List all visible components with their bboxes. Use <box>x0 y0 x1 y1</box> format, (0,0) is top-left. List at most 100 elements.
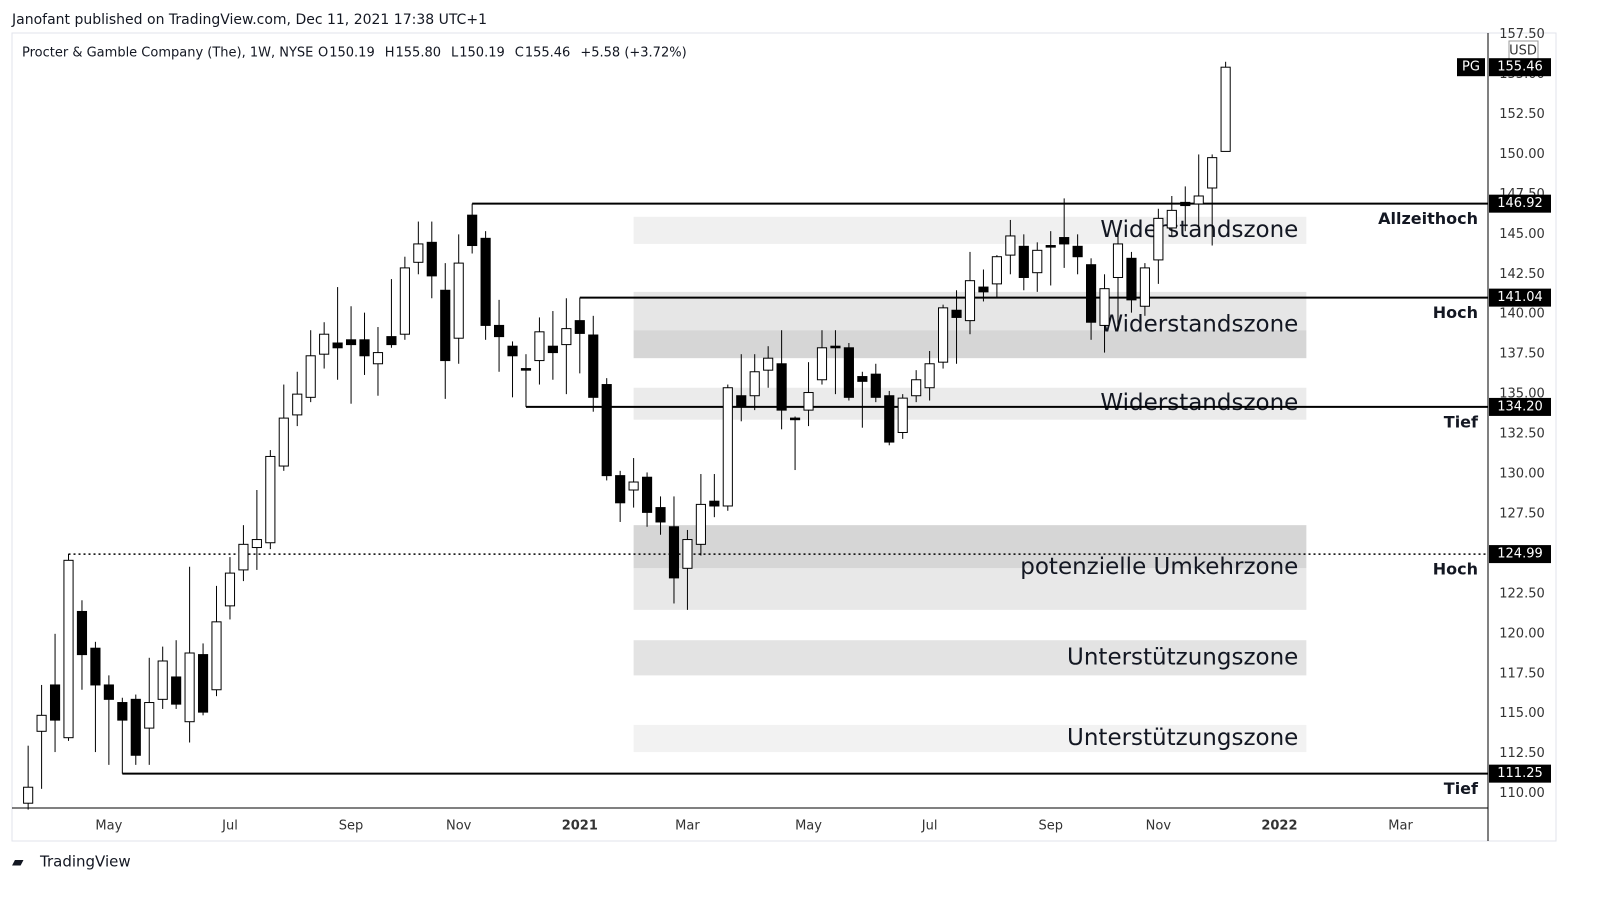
x-tick-label: 2022 <box>1261 819 1297 834</box>
level-badge <box>1489 397 1551 416</box>
legend-key: L <box>451 46 459 61</box>
candle-body <box>1220 66 1231 152</box>
zone-label: Unterstützungszone <box>1067 725 1298 751</box>
candle-body <box>23 786 34 804</box>
candle-body <box>453 262 464 339</box>
candle-body <box>1112 243 1124 278</box>
y-tick-label: 145.00 <box>1499 227 1545 242</box>
candle-body <box>493 324 505 338</box>
candle-body <box>292 393 303 416</box>
candle-body <box>763 357 774 371</box>
candle-body <box>1032 249 1043 274</box>
candle-body <box>520 368 532 371</box>
legend-value: 150.19 <box>459 46 505 61</box>
candle-body <box>722 387 733 507</box>
candle-body <box>413 243 424 263</box>
y-tick-label: 132.50 <box>1499 427 1545 442</box>
candle-body <box>1005 235 1016 256</box>
candle-body <box>36 714 47 732</box>
candle-body <box>49 684 61 721</box>
zone-band <box>633 724 1307 753</box>
level-price: 146.92 <box>1497 196 1543 211</box>
candle-body <box>171 676 182 705</box>
symbol: Procter & Gamble Company (The), 1W, NYSE <box>22 46 313 61</box>
candle-body <box>682 539 693 569</box>
y-tick-label: 157.50 <box>1499 27 1545 42</box>
candle-body <box>265 455 276 544</box>
candle-body <box>964 280 976 322</box>
y-tick-label: 110.00 <box>1499 786 1545 801</box>
x-tick-label: Sep <box>1038 819 1063 834</box>
candle-body <box>1072 245 1083 258</box>
candle-body <box>1086 264 1097 323</box>
legend-value: 155.80 <box>396 46 442 61</box>
zone-label: Widerstandszone <box>1100 312 1298 338</box>
candle-body <box>789 417 801 421</box>
legend-key: C <box>515 46 524 61</box>
candle-body <box>332 342 343 349</box>
level-badge <box>1489 288 1551 307</box>
x-tick-label: May <box>95 819 122 834</box>
candle-body <box>90 647 101 686</box>
candle-body <box>534 331 545 362</box>
candle-body <box>426 241 437 277</box>
zone-band <box>633 216 1307 244</box>
candle-body <box>238 543 249 571</box>
candle-body <box>480 237 491 326</box>
candle-body <box>399 267 410 335</box>
y-tick-label: 150.00 <box>1499 147 1545 162</box>
x-tick-label: Nov <box>446 819 472 834</box>
x-tick-label: 2021 <box>562 819 598 834</box>
candle-body <box>911 379 922 397</box>
legend-key: H <box>385 46 395 61</box>
candle-body <box>641 476 653 513</box>
candle-body <box>144 702 155 729</box>
candle-body <box>924 363 935 389</box>
y-tick-label: 117.50 <box>1499 666 1545 681</box>
candle-body <box>776 363 787 411</box>
candle-body <box>695 503 706 545</box>
y-tick-label: 142.50 <box>1499 267 1545 282</box>
candle-body <box>843 347 854 398</box>
candle-body <box>1193 195 1204 205</box>
zone-band <box>633 525 1307 569</box>
candle-body <box>157 660 168 700</box>
plot: Widerstandszone Widerstandszone Widerstand… <box>23 61 1488 810</box>
currency: USD <box>1509 44 1537 59</box>
last-price-badge <box>1489 58 1551 77</box>
candle-body <box>211 621 222 691</box>
candle-body <box>655 507 666 523</box>
candle-body <box>130 698 141 756</box>
candle-body <box>305 355 316 398</box>
candle-body <box>561 328 572 346</box>
candle-body <box>870 373 881 398</box>
candle-body <box>574 320 585 334</box>
candle-body <box>467 214 478 247</box>
y-tick-label: 120.00 <box>1499 626 1545 641</box>
candle-body <box>372 352 384 365</box>
level-price: 134.20 <box>1497 399 1543 414</box>
candle-body <box>547 345 558 354</box>
legend-change: +5.58 (+3.72%) <box>580 46 686 61</box>
zone-band <box>633 330 1307 359</box>
candle-body <box>359 339 370 357</box>
candle-body <box>507 345 518 357</box>
candle-body <box>615 475 626 504</box>
legend-key: O <box>318 46 328 61</box>
candle-body <box>76 610 88 656</box>
level-note: Allzeithoch <box>1378 209 1478 228</box>
candle-body <box>601 384 612 477</box>
x-tick-label: Mar <box>1388 819 1413 834</box>
level-note: Hoch <box>1433 303 1478 322</box>
level-badge <box>1489 545 1551 564</box>
candle-body <box>1099 288 1110 326</box>
candle-body <box>709 500 720 507</box>
x-tick-label: Mar <box>675 819 700 834</box>
candle-body <box>897 397 908 433</box>
zone-band <box>633 640 1307 676</box>
candle-body <box>103 684 114 700</box>
zone-label: potenzielle Umkehrzone <box>1020 554 1298 580</box>
x-tick-label: Jul <box>221 819 238 834</box>
candle-body <box>1139 267 1150 307</box>
y-tick-label: 122.50 <box>1499 586 1545 601</box>
